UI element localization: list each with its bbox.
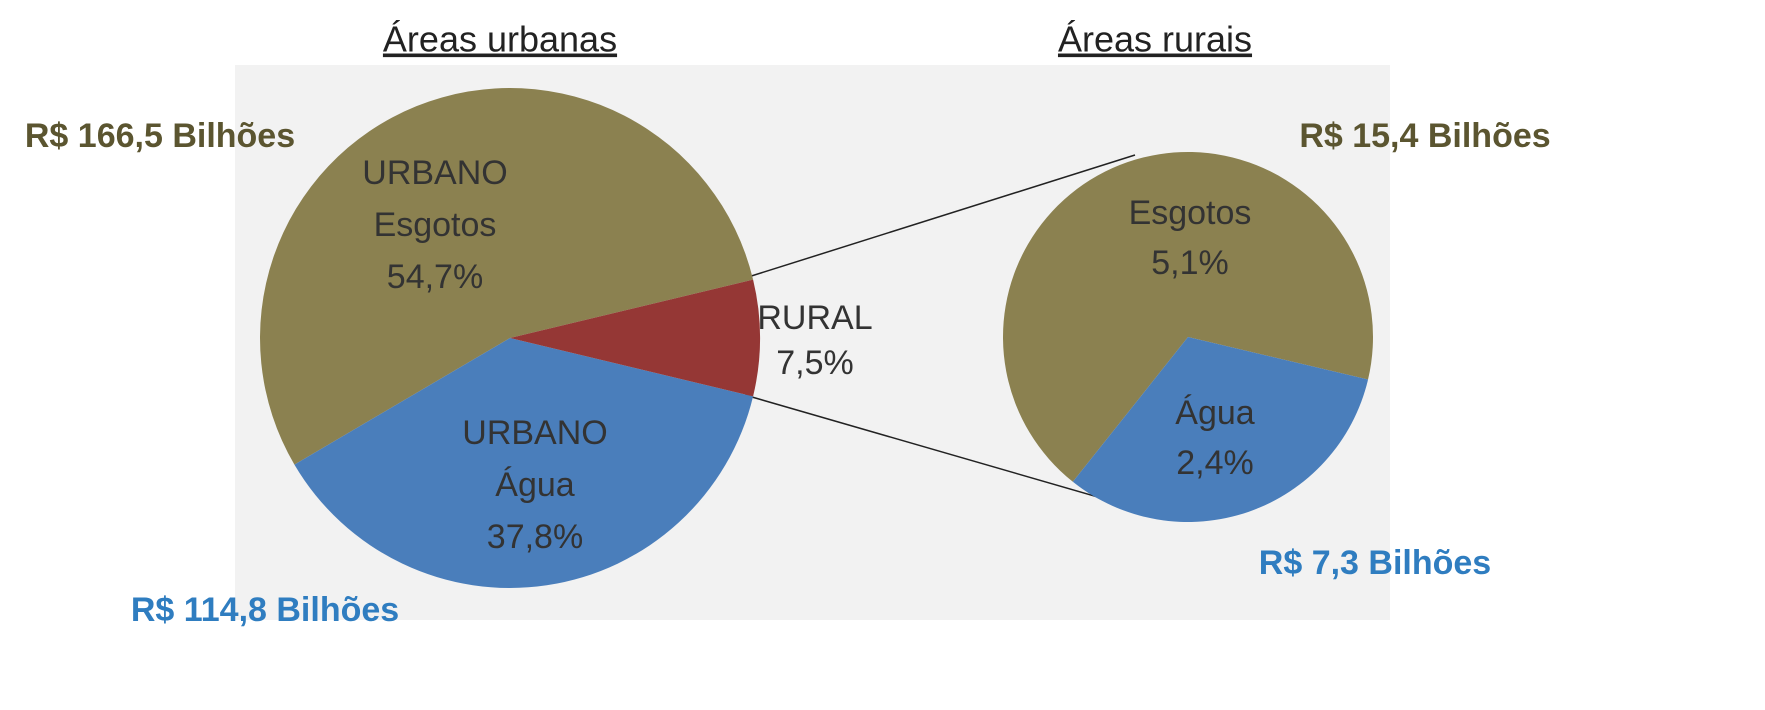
pie-slice bbox=[510, 279, 761, 397]
pie-title: Áreas urbanas bbox=[383, 19, 617, 60]
slice-label: RURAL bbox=[757, 299, 872, 337]
amount-label: R$ 7,3 Bilhões bbox=[1259, 544, 1491, 582]
value-label: 7,5% bbox=[776, 344, 854, 382]
pie-slice bbox=[1003, 151, 1374, 482]
value-label: 2,4% bbox=[1176, 444, 1254, 482]
amount-label: R$ 15,4 Bilhões bbox=[1299, 117, 1550, 155]
value-label: 37,8% bbox=[487, 518, 583, 556]
slice-label: URBANO bbox=[462, 414, 607, 452]
amount-label: R$ 114,8 Bilhões bbox=[131, 591, 399, 629]
value-label: 5,1% bbox=[1151, 244, 1229, 282]
slice-label: Esgotos bbox=[374, 206, 497, 244]
slice-label: URBANO bbox=[362, 154, 507, 192]
slice-label: Água bbox=[495, 466, 574, 504]
pie-slice bbox=[294, 338, 754, 589]
pie-slice bbox=[260, 88, 754, 465]
amount-label: R$ 166,5 Bilhões bbox=[25, 117, 295, 155]
slice-label: Água bbox=[1175, 394, 1254, 432]
value-label: 54,7% bbox=[387, 258, 483, 296]
slice-label: Esgotos bbox=[1129, 194, 1252, 232]
pie-slice bbox=[1072, 337, 1369, 522]
pie-title: Áreas rurais bbox=[1058, 19, 1252, 60]
connector-line bbox=[744, 394, 1161, 516]
connector-line bbox=[744, 154, 1136, 279]
